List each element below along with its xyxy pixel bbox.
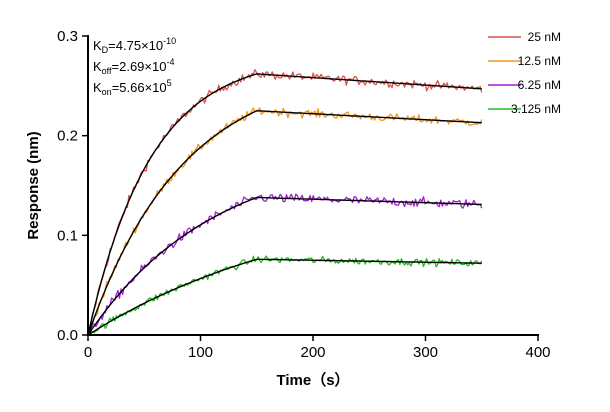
koff-annotation: Koff=2.69×10-4: [93, 57, 174, 76]
legend-label: 25 nM: [528, 30, 561, 44]
kinetic-constants: KD=4.75×10-10 Koff=2.69×10-4 Kon=5.66×10…: [93, 36, 176, 97]
fit-layer: [87, 73, 482, 336]
kon-annotation: Kon=5.66×105: [93, 78, 172, 97]
legend-label: 3.125 nM: [511, 102, 561, 116]
legend: 25 nM 12.5 nM 6.25 nM 3.125 nM: [488, 30, 561, 116]
data-series-4: [87, 255, 483, 336]
fit-curve-1: [87, 73, 482, 336]
x-tick-label: 100: [188, 344, 213, 361]
y-tick-label: 0.2: [57, 128, 78, 145]
x-axis-title: Time（s）: [276, 371, 349, 389]
y-tick-label: 0.0: [57, 327, 78, 344]
x-tick-label: 0: [84, 344, 92, 361]
y-tick-label: 0.3: [57, 28, 78, 45]
kd-annotation: KD=4.75×10-10: [93, 36, 176, 55]
x-tick-label: 400: [525, 344, 550, 361]
fit-curve-2: [87, 110, 482, 336]
x-tick-label: 300: [413, 344, 438, 361]
tick-layer: 0 100 200 300 400 0.0 0.1 0.2 0.3: [57, 28, 550, 361]
fit-curve-4: [87, 258, 482, 336]
fit-curve-3: [87, 196, 482, 336]
data-series-3: [87, 193, 483, 336]
legend-label: 12.5 nM: [518, 54, 561, 68]
y-axis-title: Response (nm): [25, 131, 42, 239]
legend-label: 6.25 nM: [518, 78, 561, 92]
x-tick-label: 200: [300, 344, 325, 361]
y-tick-label: 0.1: [57, 227, 78, 244]
